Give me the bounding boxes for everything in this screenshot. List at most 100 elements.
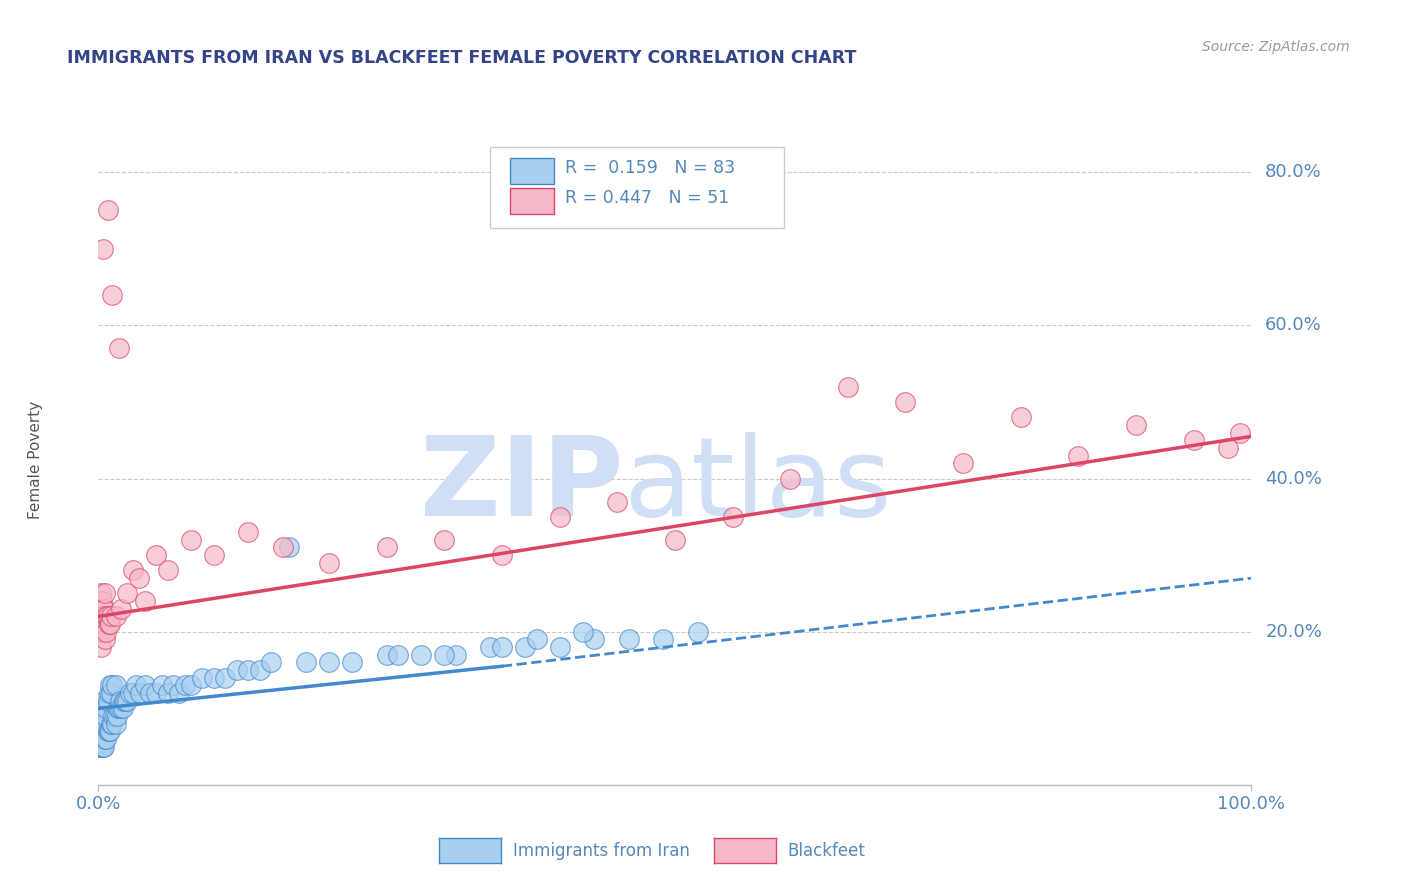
Text: Source: ZipAtlas.com: Source: ZipAtlas.com xyxy=(1202,40,1350,54)
Point xyxy=(202,671,225,685)
Point xyxy=(96,624,118,639)
Point xyxy=(145,548,167,562)
Point xyxy=(117,694,138,708)
Point xyxy=(444,648,467,662)
Point xyxy=(91,609,114,624)
Point xyxy=(100,609,122,624)
Point xyxy=(214,671,236,685)
Point xyxy=(111,701,134,715)
Point xyxy=(94,731,117,746)
Point xyxy=(117,586,138,600)
Point xyxy=(387,648,409,662)
Point xyxy=(162,678,184,692)
Point xyxy=(375,648,398,662)
Point xyxy=(433,533,456,547)
Point xyxy=(260,656,283,670)
Point xyxy=(526,632,548,647)
Point xyxy=(295,656,318,670)
Point xyxy=(114,694,136,708)
Point xyxy=(96,701,118,715)
Point xyxy=(105,709,128,723)
Point xyxy=(91,724,114,739)
Point xyxy=(202,548,225,562)
Point xyxy=(156,564,179,578)
Point xyxy=(98,617,121,632)
Point xyxy=(1229,425,1251,440)
Point xyxy=(129,686,152,700)
Text: R = 0.447   N = 51: R = 0.447 N = 51 xyxy=(565,189,730,207)
Point xyxy=(548,640,571,654)
Point xyxy=(180,533,202,547)
Point xyxy=(411,648,433,662)
Point xyxy=(110,694,132,708)
Point xyxy=(98,724,121,739)
Point xyxy=(894,395,917,409)
Text: atlas: atlas xyxy=(623,432,891,539)
FancyBboxPatch shape xyxy=(510,158,554,184)
Point xyxy=(122,564,145,578)
Point xyxy=(108,701,131,715)
Point xyxy=(125,678,148,692)
Point xyxy=(118,686,141,700)
Point xyxy=(97,724,120,739)
Point xyxy=(721,509,744,524)
Point xyxy=(90,739,112,754)
Point xyxy=(1067,449,1090,463)
Point xyxy=(90,624,112,639)
Point xyxy=(513,640,536,654)
Point xyxy=(110,601,132,615)
Point xyxy=(652,632,675,647)
Point xyxy=(277,541,299,555)
Point xyxy=(90,709,112,723)
Point xyxy=(340,656,363,670)
Point xyxy=(90,724,112,739)
Point xyxy=(318,556,340,570)
Point xyxy=(837,379,859,393)
Point xyxy=(96,731,118,746)
Point xyxy=(122,686,145,700)
FancyBboxPatch shape xyxy=(510,188,554,214)
Point xyxy=(101,287,124,301)
Point xyxy=(93,739,115,754)
Point xyxy=(606,494,628,508)
Point xyxy=(97,724,120,739)
Point xyxy=(174,678,197,692)
Point xyxy=(191,671,214,685)
Point xyxy=(91,739,114,754)
Point xyxy=(107,701,129,715)
Point xyxy=(1218,441,1240,455)
Point xyxy=(91,242,114,256)
Point xyxy=(104,716,127,731)
Point xyxy=(491,640,513,654)
Point xyxy=(93,694,115,708)
Point xyxy=(433,648,456,662)
Point xyxy=(238,663,260,677)
Point xyxy=(94,586,117,600)
Point xyxy=(238,525,260,540)
Point xyxy=(103,709,125,723)
Text: Female Poverty: Female Poverty xyxy=(28,401,42,518)
Point xyxy=(318,656,340,670)
Point xyxy=(952,456,974,470)
Point xyxy=(134,678,156,692)
Text: Blackfeet: Blackfeet xyxy=(787,842,865,860)
Point xyxy=(104,609,127,624)
FancyBboxPatch shape xyxy=(491,147,785,228)
Text: ZIP: ZIP xyxy=(419,432,623,539)
Point xyxy=(90,640,112,654)
Point xyxy=(89,716,111,731)
Point xyxy=(89,724,111,739)
Point xyxy=(1125,417,1147,432)
Point xyxy=(90,716,112,731)
Point xyxy=(101,678,124,692)
Point xyxy=(134,594,156,608)
Point xyxy=(779,471,801,485)
Point xyxy=(93,601,115,615)
Point xyxy=(375,541,398,555)
Point xyxy=(112,694,135,708)
Point xyxy=(97,694,120,708)
Point xyxy=(104,678,127,692)
Point xyxy=(97,617,120,632)
Point xyxy=(89,739,111,754)
Point xyxy=(90,731,112,746)
